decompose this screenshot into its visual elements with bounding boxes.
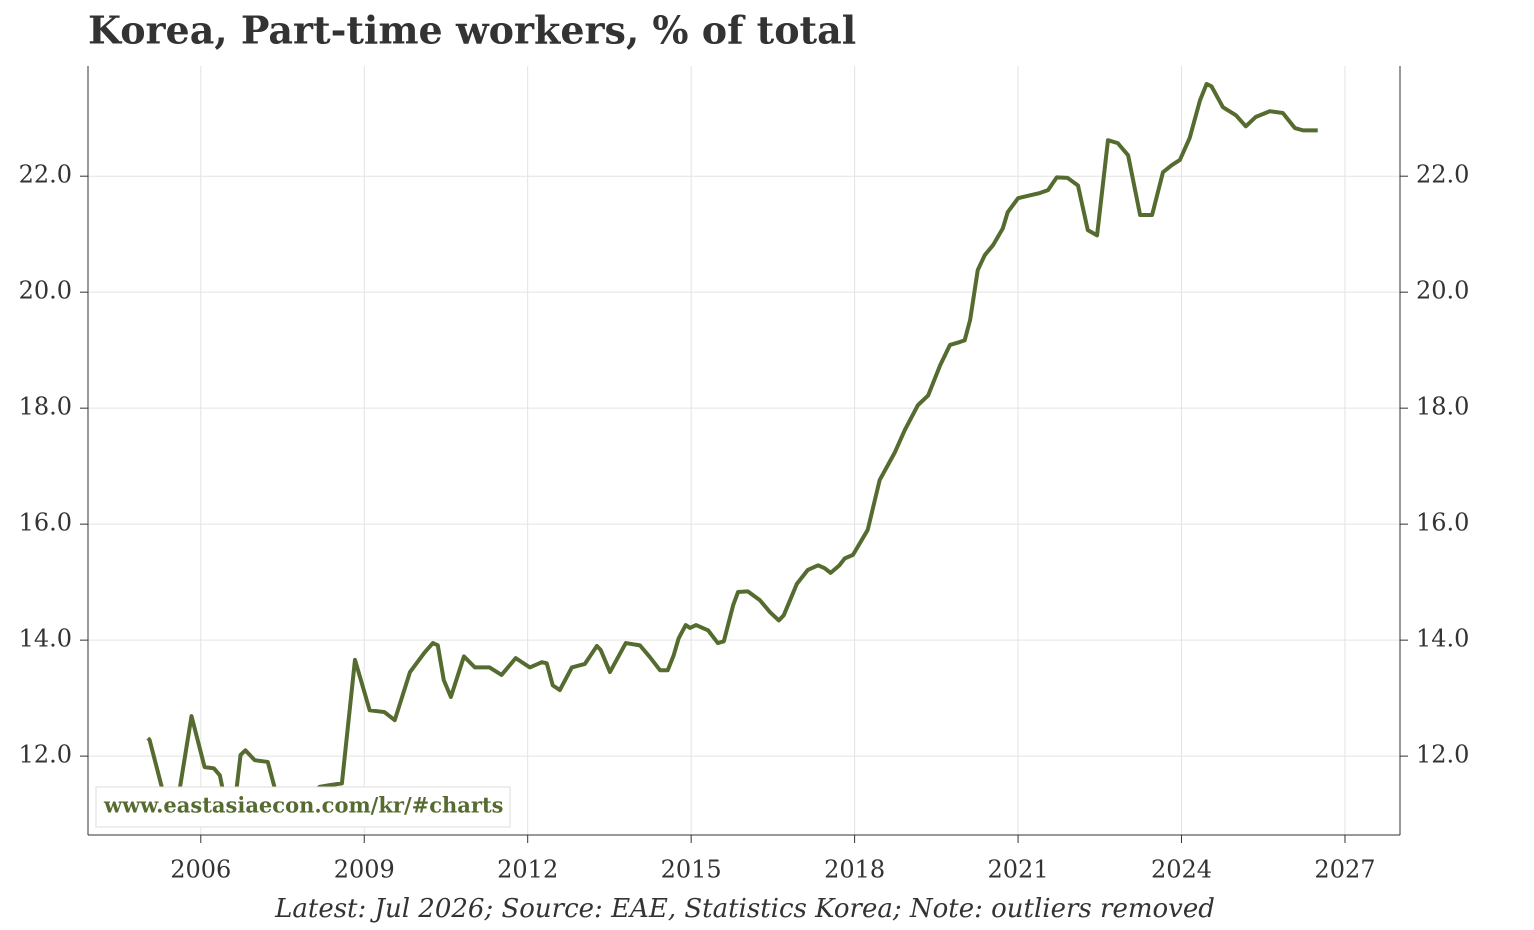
- y-tick-label: 12.0: [19, 741, 72, 769]
- watermark-box: [95, 786, 511, 828]
- y-tick-label: 22.0: [19, 161, 72, 189]
- y-tick-label: 18.0: [19, 393, 72, 421]
- x-tick-label: 2009: [334, 856, 395, 884]
- y-tick-label: 16.0: [19, 509, 72, 537]
- chart-note: Latest: Jul 2026; Source: EAE, Statistic…: [274, 894, 1215, 924]
- y2-tick-label: 14.0: [1416, 625, 1469, 653]
- y2-tick-label: 18.0: [1416, 393, 1469, 421]
- y2-tick-label: 22.0: [1416, 161, 1469, 189]
- x-tick-label: 2015: [661, 856, 722, 884]
- y2-tick-label: 16.0: [1416, 509, 1469, 537]
- watermark: www.eastasiaecon.com/kr/#charts: [103, 793, 503, 818]
- x-tick-label: 2012: [497, 856, 558, 884]
- data-line: [146, 81, 1318, 818]
- y2-tick-label: 20.0: [1416, 277, 1469, 305]
- y-tick-label: 14.0: [19, 625, 72, 653]
- y2-tick-label: 12.0: [1416, 741, 1469, 769]
- chart-title: Korea, Part-time workers, % of total: [88, 8, 856, 53]
- x-tick-label: 2006: [170, 856, 231, 884]
- x-tick-label: 2018: [824, 856, 885, 884]
- x-tick-label: 2024: [1151, 856, 1212, 884]
- y-tick-label: 20.0: [19, 277, 72, 305]
- x-tick-label: 2021: [988, 856, 1049, 884]
- plot-area: 12.0 12.0 14.0 14.0 16.0 16.0 18.0 18.0 20.0 20.0…: [19, 66, 1469, 884]
- x-tick-label: 2027: [1314, 856, 1375, 884]
